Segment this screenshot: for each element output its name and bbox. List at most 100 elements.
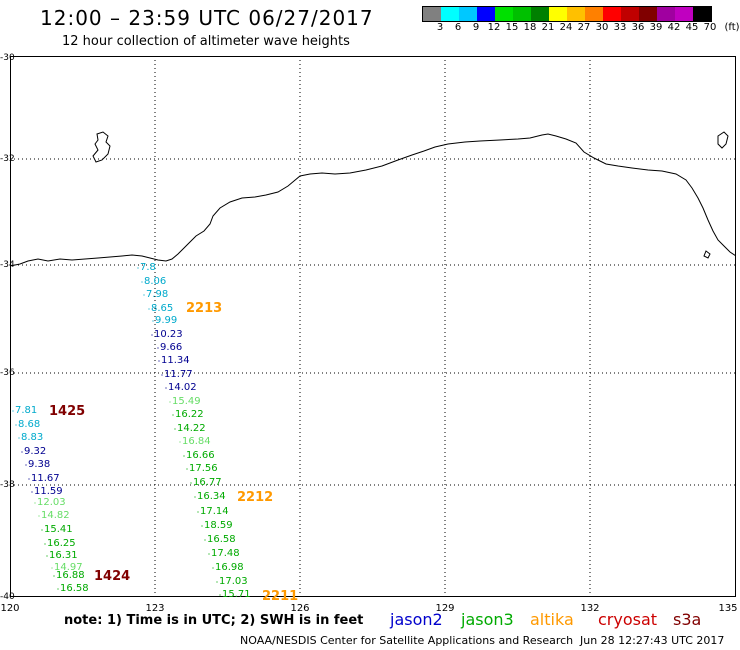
coastline bbox=[10, 131, 736, 267]
wave-height-value: 11.77 bbox=[164, 369, 193, 380]
footer-note: note: 1) Time is in UTC; 2) SWH is in fe… bbox=[64, 613, 364, 628]
track-point bbox=[157, 347, 159, 349]
eastern-coast-detail bbox=[703, 250, 711, 259]
track-point bbox=[169, 401, 171, 403]
lon-label-129: 129 bbox=[435, 603, 455, 614]
wave-height-value: 9.38 bbox=[28, 459, 51, 470]
track-point bbox=[38, 515, 40, 517]
track-point bbox=[148, 308, 150, 310]
scale-swatch bbox=[441, 7, 459, 21]
track-point bbox=[57, 588, 59, 590]
wave-height-value: 10.23 bbox=[154, 329, 183, 340]
chart-subtitle: 12 hour collection of altimeter wave hei… bbox=[62, 34, 350, 49]
scale-swatch bbox=[621, 7, 639, 21]
track-point bbox=[41, 529, 43, 531]
lat-label-36: -36 bbox=[0, 368, 15, 378]
legend-jason2: jason2 bbox=[390, 610, 443, 629]
wave-height-value: 14.97 bbox=[54, 562, 83, 573]
wave-height-value: 16.25 bbox=[47, 538, 76, 549]
pass-time-label: 1424 bbox=[94, 569, 131, 584]
lon-label-123: 123 bbox=[145, 603, 165, 614]
wave-height-value: 16.22 bbox=[175, 409, 204, 420]
track-point bbox=[161, 374, 163, 376]
map-plot bbox=[10, 56, 736, 597]
scale-swatch bbox=[675, 7, 693, 21]
wave-height-value: 17.48 bbox=[211, 548, 240, 559]
wave-height-value: 16.84 bbox=[182, 436, 211, 447]
wave-height-value: 8.83 bbox=[21, 432, 44, 443]
track-point bbox=[172, 414, 174, 416]
wave-height-value: 16.58 bbox=[207, 534, 236, 545]
scale-swatch bbox=[513, 7, 531, 21]
wave-height-value: 14.82 bbox=[41, 510, 70, 521]
track-point bbox=[183, 455, 185, 457]
graticule bbox=[10, 56, 736, 597]
scale-swatch bbox=[693, 7, 711, 21]
track-point bbox=[201, 525, 203, 527]
wave-height-value: 17.03 bbox=[219, 576, 248, 587]
wave-height-value: 8.06 bbox=[144, 276, 167, 287]
lat-label-40: -40 bbox=[0, 592, 15, 602]
track-b-points bbox=[12, 410, 59, 590]
track-point bbox=[174, 428, 176, 430]
scale-label: 18 bbox=[523, 22, 537, 33]
track-point bbox=[212, 567, 214, 569]
scale-swatch bbox=[567, 7, 585, 21]
wave-height-value: 16.98 bbox=[215, 562, 244, 573]
lon-label-132: 132 bbox=[580, 603, 600, 614]
pass-time-label: 2212 bbox=[237, 490, 274, 505]
wave-height-value: 9.66 bbox=[160, 342, 183, 353]
wave-height-value: 16.34 bbox=[197, 491, 226, 502]
scale-label: 12 bbox=[487, 22, 501, 33]
legend-jason3: jason3 bbox=[461, 610, 514, 629]
track-point bbox=[208, 553, 210, 555]
eastern-headland bbox=[717, 131, 729, 149]
track-point bbox=[137, 267, 139, 269]
scale-label: 21 bbox=[541, 22, 555, 33]
legend-label: cryosat bbox=[598, 610, 658, 629]
legend-label: jason3 bbox=[461, 610, 514, 629]
scale-label: 33 bbox=[613, 22, 627, 33]
scale-label: 30 bbox=[595, 22, 609, 33]
track-point bbox=[165, 387, 167, 389]
track-a-points bbox=[137, 267, 221, 596]
track-point bbox=[51, 567, 53, 569]
wave-height-value: 18.59 bbox=[204, 520, 233, 531]
track-point bbox=[15, 424, 17, 426]
scale-label: 45 bbox=[685, 22, 699, 33]
track-point bbox=[194, 496, 196, 498]
track-point bbox=[152, 320, 154, 322]
track-point bbox=[18, 437, 20, 439]
scale-swatch bbox=[531, 7, 549, 21]
scale-swatch bbox=[495, 7, 513, 21]
wave-height-value: 15.41 bbox=[44, 524, 73, 535]
lat-label-30: -30 bbox=[0, 53, 15, 63]
lon-label-126: 126 bbox=[290, 603, 310, 614]
pass-time-label: 2213 bbox=[186, 301, 223, 316]
wave-height-value: 15.49 bbox=[172, 396, 201, 407]
track-point bbox=[186, 468, 188, 470]
wave-height-value: 7.98 bbox=[146, 289, 169, 300]
wave-height-value: 16.88 bbox=[56, 570, 85, 581]
generated-timestamp: Jun 28 12:27:43 UTC 2017 bbox=[580, 634, 725, 647]
track-point bbox=[31, 491, 33, 493]
scale-swatch bbox=[423, 7, 441, 21]
legend-label: jason2 bbox=[390, 610, 443, 629]
scale-swatch bbox=[477, 7, 495, 21]
legend-label: s3a bbox=[673, 610, 702, 629]
scale-label: 6 bbox=[454, 22, 462, 33]
scale-unit: (ft) bbox=[724, 22, 740, 33]
track-point bbox=[12, 410, 14, 412]
color-scale-bar bbox=[422, 6, 712, 22]
scale-swatch bbox=[459, 7, 477, 21]
wave-height-value: 11.34 bbox=[161, 355, 190, 366]
scale-label: 36 bbox=[631, 22, 645, 33]
track-point bbox=[44, 543, 46, 545]
scale-label: 15 bbox=[505, 22, 519, 33]
wave-height-value: 11.59 bbox=[34, 486, 63, 497]
track-point bbox=[143, 294, 145, 296]
wave-height-value: 9.99 bbox=[155, 315, 178, 326]
track-point bbox=[197, 511, 199, 513]
wave-height-value: 7.81 bbox=[15, 405, 38, 416]
australia-south-coastline bbox=[10, 133, 736, 267]
